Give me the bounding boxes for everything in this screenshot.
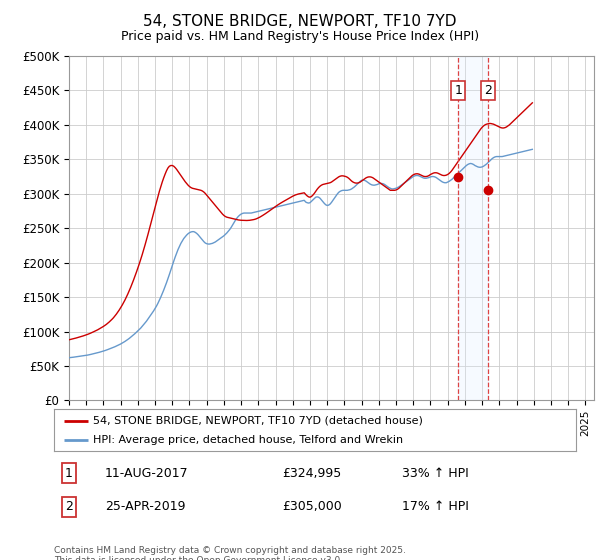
Text: 2: 2 bbox=[65, 500, 73, 514]
Text: HPI: Average price, detached house, Telford and Wrekin: HPI: Average price, detached house, Telf… bbox=[93, 435, 403, 445]
Text: 1: 1 bbox=[65, 466, 73, 480]
Text: 17% ↑ HPI: 17% ↑ HPI bbox=[402, 500, 469, 514]
Text: 54, STONE BRIDGE, NEWPORT, TF10 7YD (detached house): 54, STONE BRIDGE, NEWPORT, TF10 7YD (det… bbox=[93, 416, 423, 426]
Text: 33% ↑ HPI: 33% ↑ HPI bbox=[402, 466, 469, 480]
Text: Price paid vs. HM Land Registry's House Price Index (HPI): Price paid vs. HM Land Registry's House … bbox=[121, 30, 479, 43]
Text: 2: 2 bbox=[484, 84, 491, 97]
Text: £305,000: £305,000 bbox=[282, 500, 342, 514]
Text: Contains HM Land Registry data © Crown copyright and database right 2025.
This d: Contains HM Land Registry data © Crown c… bbox=[54, 546, 406, 560]
Text: 1: 1 bbox=[454, 84, 462, 97]
Text: 54, STONE BRIDGE, NEWPORT, TF10 7YD: 54, STONE BRIDGE, NEWPORT, TF10 7YD bbox=[143, 14, 457, 29]
Text: £324,995: £324,995 bbox=[282, 466, 341, 480]
Text: 25-APR-2019: 25-APR-2019 bbox=[105, 500, 185, 514]
Text: 11-AUG-2017: 11-AUG-2017 bbox=[105, 466, 188, 480]
Bar bbox=[458, 56, 488, 400]
